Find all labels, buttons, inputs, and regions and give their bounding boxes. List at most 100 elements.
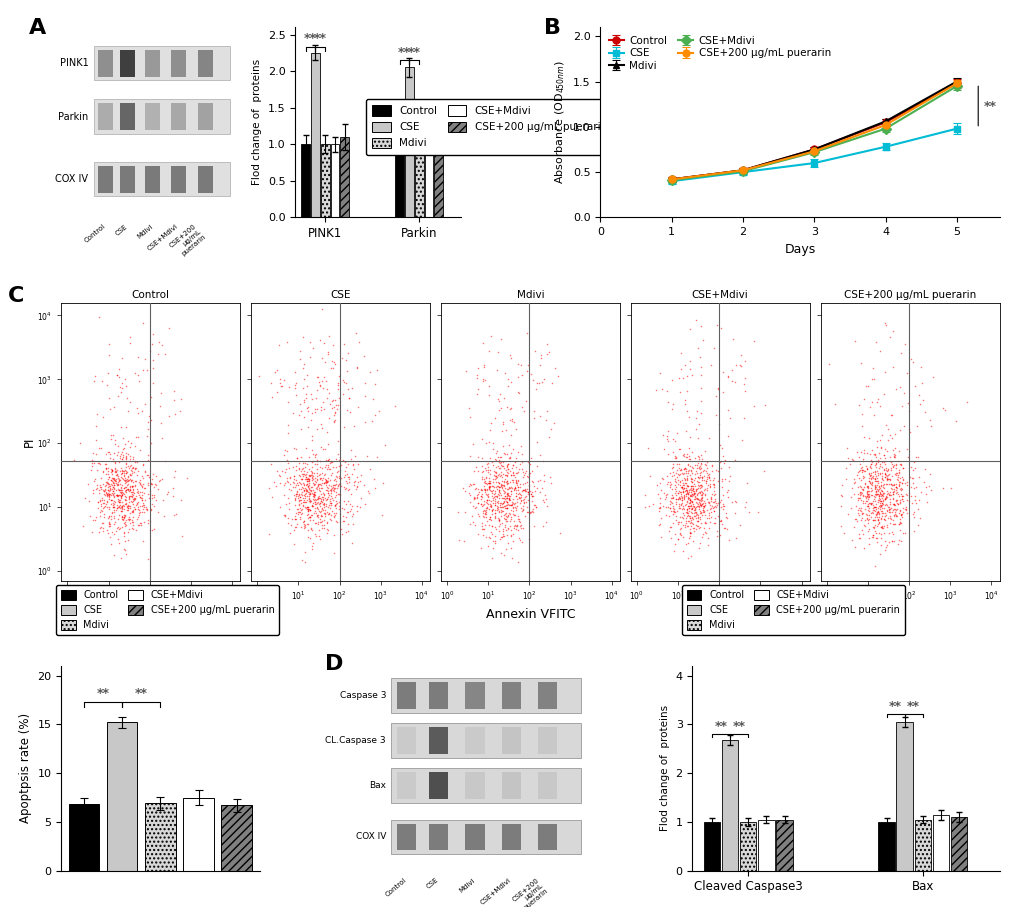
Point [869, 510, 886, 524]
Point [695, 521, 711, 535]
Point [489, 500, 505, 514]
Point [322, 482, 338, 496]
Point [692, 470, 708, 484]
Point [888, 493, 904, 507]
Point [694, 504, 710, 519]
Point [310, 476, 326, 491]
Point [866, 559, 882, 573]
Point [348, 480, 365, 494]
Point [679, 494, 695, 509]
Y-axis label: Apoptpsis rate (%): Apoptpsis rate (%) [18, 713, 32, 824]
Text: Bax: Bax [369, 781, 385, 790]
Point [300, 419, 316, 434]
Point [328, 488, 344, 502]
Point [310, 529, 326, 543]
Point [115, 513, 131, 528]
Point [112, 497, 128, 512]
Point [126, 502, 143, 516]
Point [857, 507, 873, 522]
Point [479, 490, 495, 504]
Point [102, 451, 118, 465]
Point [300, 530, 316, 544]
Point [475, 482, 491, 496]
Point [497, 423, 514, 437]
Point [320, 411, 336, 425]
Point [679, 472, 695, 486]
Point [365, 392, 381, 406]
Point [335, 386, 352, 401]
Point [851, 508, 867, 522]
Point [492, 468, 508, 483]
Point [671, 478, 687, 493]
Point [863, 443, 879, 457]
Point [681, 522, 697, 537]
Point [108, 483, 124, 497]
Point [112, 451, 128, 465]
Point [309, 473, 325, 488]
Point [489, 495, 505, 510]
Point [875, 519, 892, 533]
Point [871, 479, 888, 493]
Point [298, 495, 314, 510]
Bar [119, 103, 135, 130]
Point [910, 493, 926, 508]
Point [275, 478, 291, 493]
Point [483, 519, 499, 533]
Point [870, 478, 887, 493]
Point [129, 430, 146, 444]
Point [114, 471, 130, 485]
Point [912, 484, 928, 499]
Point [286, 381, 303, 395]
Point [327, 452, 343, 466]
Point [859, 378, 875, 393]
Point [684, 494, 700, 509]
Point [462, 517, 478, 532]
Point [327, 469, 343, 483]
Point [117, 484, 133, 499]
Point [493, 503, 510, 518]
Point [525, 373, 541, 387]
Point [127, 430, 144, 444]
Point [489, 444, 505, 459]
Point [480, 476, 496, 491]
Point [881, 512, 898, 526]
Point [869, 482, 886, 496]
Bar [932, 814, 949, 871]
Point [144, 477, 160, 492]
Point [694, 470, 710, 484]
Point [102, 428, 118, 443]
Point [707, 495, 723, 510]
Point [107, 462, 123, 476]
Point [666, 488, 683, 502]
Point [96, 506, 112, 521]
Point [862, 465, 878, 480]
Point [515, 499, 531, 513]
Point [291, 469, 308, 483]
Point [850, 491, 866, 505]
Point [681, 526, 697, 541]
Point [93, 483, 109, 497]
Point [874, 493, 891, 507]
Point [100, 486, 116, 501]
Point [891, 505, 907, 520]
Point [902, 460, 918, 474]
Point [873, 471, 890, 485]
Point [851, 527, 867, 541]
Point [294, 455, 311, 470]
Point [101, 493, 117, 507]
Point [677, 487, 693, 502]
Point [711, 494, 728, 509]
Point [475, 496, 491, 511]
Point [501, 450, 518, 464]
Point [499, 488, 516, 502]
Point [866, 472, 882, 486]
Point [687, 490, 703, 504]
Point [514, 535, 530, 550]
Point [108, 524, 124, 539]
Point [478, 493, 494, 507]
Point [501, 464, 518, 479]
Point [113, 466, 129, 481]
Point [329, 479, 345, 493]
Point [105, 475, 121, 490]
Point [100, 466, 116, 481]
